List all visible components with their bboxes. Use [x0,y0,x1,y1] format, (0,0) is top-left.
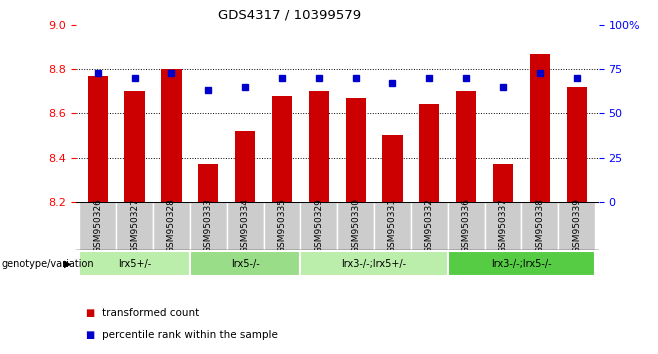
Text: GSM950336: GSM950336 [462,198,470,253]
Text: lrx3-/-;lrx5-/-: lrx3-/-;lrx5-/- [491,259,551,269]
Bar [272,96,292,202]
Bar [88,76,108,202]
Text: transformed count: transformed count [102,308,199,318]
Bar [235,131,255,202]
Text: GSM950339: GSM950339 [572,198,581,253]
Bar [161,69,182,202]
FancyBboxPatch shape [484,202,521,250]
FancyBboxPatch shape [264,202,301,250]
Text: GSM950338: GSM950338 [536,198,544,253]
Bar [530,53,550,202]
Text: GDS4317 / 10399579: GDS4317 / 10399579 [218,9,361,22]
FancyBboxPatch shape [521,202,558,250]
FancyBboxPatch shape [338,202,374,250]
Text: lrx5-/-: lrx5-/- [231,259,259,269]
FancyBboxPatch shape [80,202,116,250]
FancyBboxPatch shape [116,202,153,250]
Text: GSM950335: GSM950335 [278,198,286,253]
FancyBboxPatch shape [374,202,411,250]
FancyBboxPatch shape [301,251,447,276]
Text: GSM950331: GSM950331 [388,198,397,253]
Text: GSM950334: GSM950334 [241,198,249,253]
Text: genotype/variation: genotype/variation [1,259,94,269]
FancyBboxPatch shape [190,251,301,276]
Text: ▶: ▶ [64,259,71,269]
FancyBboxPatch shape [558,202,595,250]
Text: GSM950326: GSM950326 [93,198,102,253]
Text: percentile rank within the sample: percentile rank within the sample [102,330,278,339]
FancyBboxPatch shape [411,202,447,250]
FancyBboxPatch shape [227,202,264,250]
Text: ■: ■ [86,308,95,318]
Bar [567,87,587,202]
FancyBboxPatch shape [153,202,190,250]
FancyBboxPatch shape [447,202,484,250]
FancyBboxPatch shape [301,202,338,250]
Bar [382,135,403,202]
FancyBboxPatch shape [80,251,190,276]
Bar [309,91,329,202]
Bar [456,91,476,202]
Text: GSM950329: GSM950329 [315,198,323,253]
Bar [345,98,366,202]
FancyBboxPatch shape [447,251,595,276]
Text: ■: ■ [86,330,95,339]
Bar [198,164,218,202]
Text: lrx3-/-;lrx5+/-: lrx3-/-;lrx5+/- [342,259,407,269]
Bar [124,91,145,202]
Text: GSM950330: GSM950330 [351,198,360,253]
Text: GSM950328: GSM950328 [167,198,176,253]
FancyBboxPatch shape [190,202,227,250]
Text: GSM950337: GSM950337 [499,198,507,253]
Text: GSM950333: GSM950333 [204,198,213,253]
Text: GSM950327: GSM950327 [130,198,139,253]
Bar [419,104,440,202]
Bar [493,164,513,202]
Text: GSM950332: GSM950332 [425,198,434,253]
Text: lrx5+/-: lrx5+/- [118,259,151,269]
